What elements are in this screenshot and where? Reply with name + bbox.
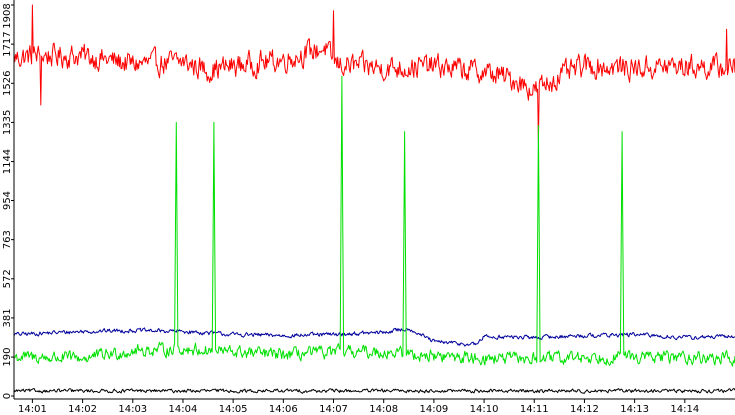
y-tick-label: 1717 — [2, 31, 13, 56]
series-line-2 — [13, 327, 735, 347]
x-tick-label: 14:14 — [670, 404, 699, 415]
x-tick-label: 14:05 — [219, 404, 248, 415]
y-tick-label: 190 — [2, 348, 13, 367]
x-tick-label: 14:03 — [118, 404, 147, 415]
y-tick-label: 572 — [2, 269, 13, 288]
series-layer — [13, 4, 735, 394]
x-tick-label: 14:12 — [570, 404, 599, 415]
series-line-3 — [13, 75, 735, 367]
x-tick-label: 14:01 — [18, 404, 47, 415]
x-tick-label: 14:08 — [369, 404, 398, 415]
y-tick-label: 1335 — [2, 110, 13, 135]
y-tick-label: 763 — [2, 230, 13, 249]
y-tick-label: 954 — [2, 191, 13, 210]
x-tick-label: 14:06 — [269, 404, 298, 415]
x-tick-label: 14:04 — [169, 404, 198, 415]
series-line-4 — [13, 388, 735, 394]
y-tick-label: 0 — [2, 393, 13, 399]
y-tick-label: 1144 — [2, 149, 13, 174]
x-tick-label: 14:11 — [520, 404, 549, 415]
x-tick-label: 14:10 — [470, 404, 499, 415]
series-line-1 — [13, 4, 735, 143]
y-tick-label: 1526 — [2, 71, 13, 96]
x-tick-label: 14:07 — [319, 404, 348, 415]
x-tick-label: 14:02 — [68, 404, 97, 415]
x-tick-label: 14:09 — [419, 404, 448, 415]
x-tick-label: 14:13 — [620, 404, 649, 415]
y-tick-label: 1908 — [2, 3, 13, 28]
y-tick-label: 381 — [2, 308, 13, 327]
